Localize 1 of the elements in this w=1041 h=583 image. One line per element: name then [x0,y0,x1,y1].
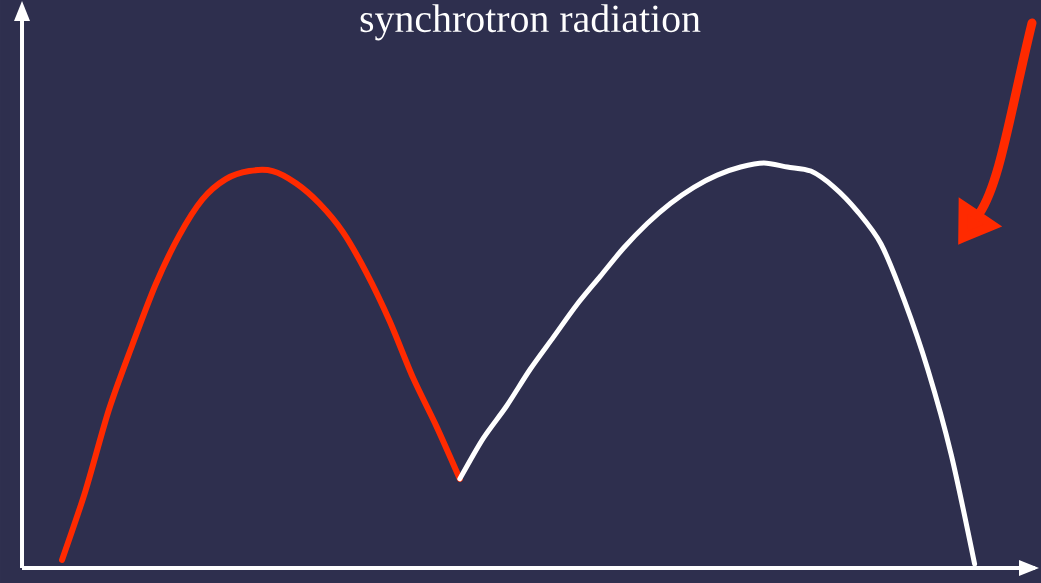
chart-title: synchrotron radiation [360,4,701,41]
